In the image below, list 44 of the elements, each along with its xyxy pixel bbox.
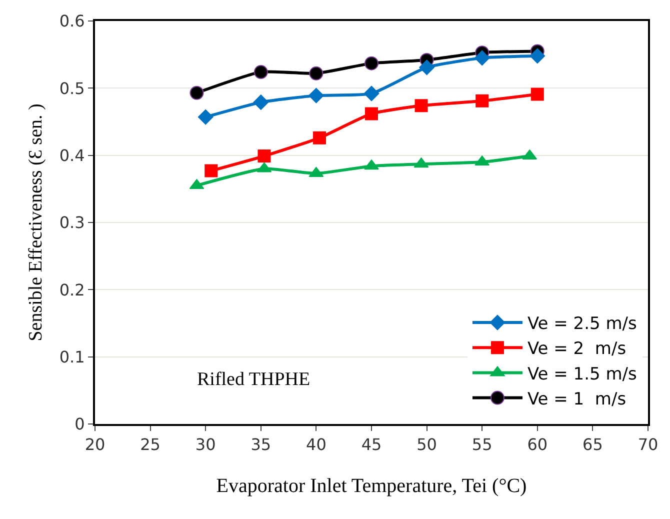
y-tick-label: 0.5	[59, 78, 85, 98]
point	[308, 88, 324, 104]
x-tick-label: 55	[472, 435, 492, 454]
point	[190, 86, 204, 100]
x-tick-label: 50	[416, 435, 437, 454]
point	[309, 66, 324, 80]
point	[414, 99, 428, 112]
y-tick-label: 0	[74, 414, 85, 434]
y-tick-label: 0.4	[59, 146, 85, 165]
x-tick-label: 60	[527, 435, 548, 454]
x-axis-title: Evaporator Inlet Temperature, Tei (°C)	[216, 475, 527, 498]
x-tick-label: 65	[582, 435, 603, 454]
point	[474, 50, 490, 66]
point	[530, 48, 546, 64]
legend-label: Ve = 1 m/s	[527, 389, 626, 410]
point	[313, 131, 326, 144]
point	[530, 88, 544, 101]
x-tick-label: 25	[140, 435, 160, 454]
x-tick-label: 45	[361, 435, 382, 454]
annotation: Rifled THPHE	[197, 369, 310, 390]
y-tick-label: 0.2	[59, 280, 85, 300]
point	[198, 109, 214, 125]
y-tick-label: 0.1	[59, 347, 85, 366]
x-tick-label: 40	[306, 435, 326, 454]
x-tick-label: 70	[638, 435, 658, 454]
point	[258, 150, 271, 163]
point	[364, 86, 380, 102]
point	[253, 94, 269, 110]
point	[364, 160, 379, 170]
legend-label: Ve = 1.5 m/s	[527, 364, 638, 384]
point	[419, 60, 434, 75]
x-tick-label: 20	[84, 435, 106, 454]
y-tick-label: 0.3	[59, 213, 85, 232]
legend-label: Ve = 2 m/s	[527, 339, 626, 360]
point	[254, 65, 268, 80]
point	[204, 164, 218, 178]
point	[476, 94, 489, 108]
legend-label: Ve = 2.5 m/s	[527, 314, 638, 334]
x-tick-label: 30	[195, 435, 216, 454]
point	[365, 107, 378, 120]
x-tick-label: 35	[250, 435, 272, 454]
point	[364, 56, 378, 70]
y-tick-label: 0.6	[59, 12, 85, 31]
y-axis-title: Sensible Effectiveness (Ɛ sen. )	[26, 104, 47, 342]
